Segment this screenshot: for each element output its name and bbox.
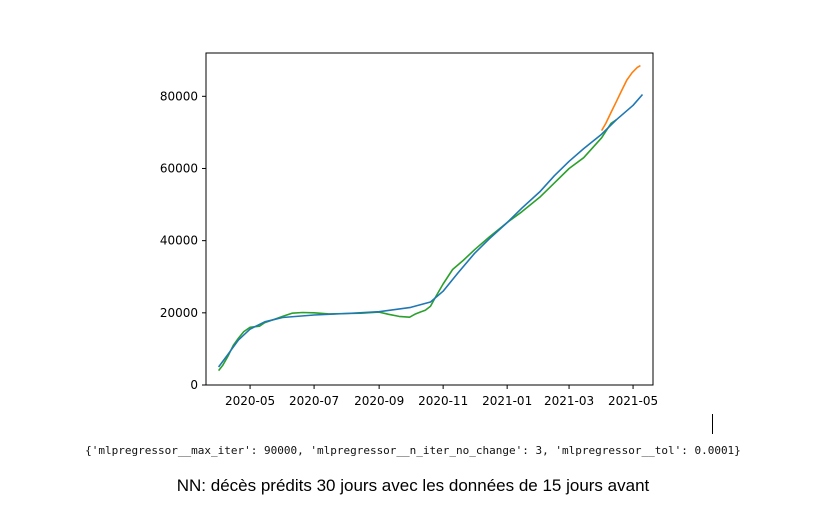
- series-line-0: [600, 64, 641, 132]
- x-tick-label: 2020-05: [225, 394, 275, 408]
- y-axis: 0 20000 40000 60000 80000: [160, 89, 206, 392]
- chart-caption: NN: décès prédits 30 jours avec les donn…: [176, 476, 650, 495]
- line-chart: 2020-05 2020-07 2020-09 2020-11 2021-01 2021-…: [160, 52, 658, 408]
- series-layer: [217, 64, 644, 372]
- axes-frame: [205, 52, 654, 386]
- series-line-2: [217, 93, 644, 368]
- x-tick-label: 2021-01: [482, 394, 532, 408]
- x-tick-label: 2020-07: [289, 394, 339, 408]
- y-tick-label: 0: [190, 378, 198, 392]
- x-tick-label: 2021-03: [544, 394, 594, 408]
- y-tick-label: 80000: [160, 89, 198, 103]
- x-axis: 2020-05 2020-07 2020-09 2020-11 2021-01 2021-…: [225, 385, 658, 408]
- y-tick-label: 60000: [160, 161, 198, 175]
- y-tick-label: 40000: [160, 234, 198, 248]
- series-line-1: [217, 119, 617, 372]
- y-tick-label: 20000: [160, 306, 198, 320]
- params-text: {'mlpregressor__max_iter': 90000, 'mlpre…: [85, 444, 741, 457]
- x-tick-label: 2021-05: [608, 394, 658, 408]
- text-cursor: [712, 414, 713, 434]
- x-tick-label: 2020-11: [418, 394, 468, 408]
- x-tick-label: 2020-09: [354, 394, 404, 408]
